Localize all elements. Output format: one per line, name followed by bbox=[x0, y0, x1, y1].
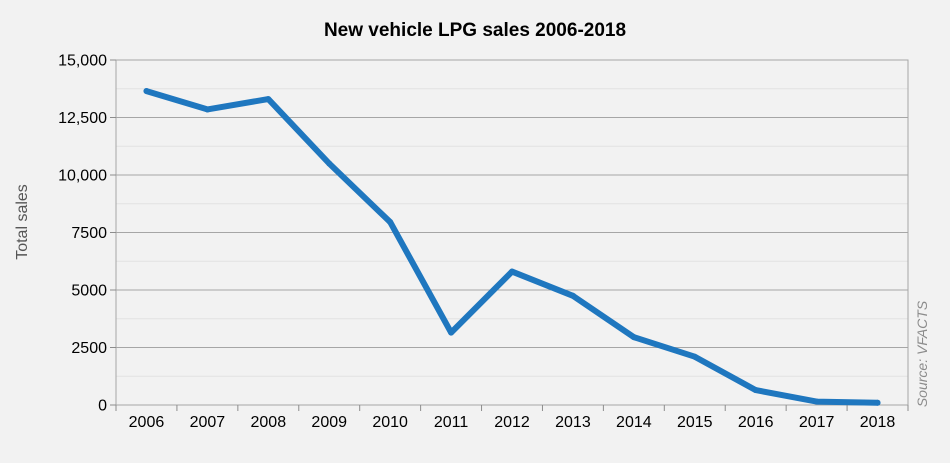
data-point bbox=[630, 334, 637, 341]
y-tick-label: 5000 bbox=[71, 283, 107, 300]
x-tick-label: 2008 bbox=[251, 414, 287, 431]
source-note: Source: VFACTS bbox=[914, 300, 930, 407]
y-tick-label: 10,000 bbox=[58, 168, 107, 185]
data-point bbox=[326, 160, 333, 167]
x-tick-label: 2009 bbox=[311, 414, 347, 431]
x-tick-label: 2010 bbox=[372, 414, 408, 431]
x-tick-label: 2018 bbox=[860, 414, 896, 431]
data-point bbox=[691, 353, 698, 360]
x-tick-label: 2017 bbox=[799, 414, 835, 431]
data-point bbox=[509, 268, 515, 275]
x-tick-label: 2011 bbox=[434, 414, 469, 431]
y-tick-label: 15,000 bbox=[58, 53, 107, 70]
y-axis-label: Total sales bbox=[14, 184, 31, 260]
data-point bbox=[448, 329, 455, 336]
x-tick-label: 2007 bbox=[190, 414, 226, 431]
y-tick-label: 12,500 bbox=[58, 110, 107, 127]
data-point bbox=[143, 88, 150, 95]
y-tick-label: 2500 bbox=[71, 340, 107, 357]
y-tick-label: 7500 bbox=[71, 225, 107, 242]
plot-area: 0 2500 5000 7500 10,000 12,500 15,000 2006 2007 2… bbox=[58, 53, 909, 431]
x-tick-label: 2016 bbox=[738, 414, 774, 431]
x-tick-label: 2015 bbox=[677, 414, 713, 431]
data-point bbox=[874, 399, 881, 406]
x-tick-label: 2006 bbox=[129, 414, 165, 431]
y-tick-label: 0 bbox=[98, 398, 107, 415]
data-point bbox=[813, 398, 820, 405]
x-tick-label: 2012 bbox=[494, 414, 530, 431]
data-point bbox=[752, 387, 759, 394]
data-point bbox=[569, 292, 576, 299]
chart-title: New vehicle LPG sales 2006-2018 bbox=[324, 20, 626, 41]
x-tick-label: 2013 bbox=[555, 414, 591, 431]
data-point bbox=[387, 219, 394, 226]
data-point bbox=[265, 96, 272, 103]
data-point bbox=[204, 106, 211, 113]
x-tick-label: 2014 bbox=[616, 414, 652, 431]
